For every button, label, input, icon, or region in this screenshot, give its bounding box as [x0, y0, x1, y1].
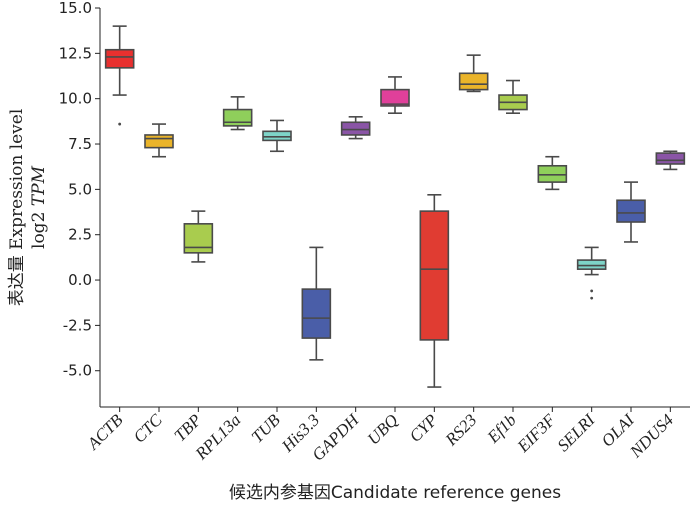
y-axis-title: 表达量 Expression level — [7, 109, 27, 307]
x-tick-label: ACTB — [83, 410, 127, 454]
box — [458, 72, 489, 91]
box — [380, 88, 410, 107]
box-group-RPL13a — [222, 96, 253, 131]
box — [144, 134, 174, 149]
box-group-GAPDH — [340, 116, 371, 140]
box-group-CYP — [419, 194, 450, 388]
box-group-NDUS4 — [655, 150, 686, 171]
y-tick-label: 10.0 — [59, 90, 92, 108]
outlier-point — [118, 122, 122, 126]
x-tick-label: NDUS4 — [626, 410, 678, 462]
y-tick-label: -2.5 — [63, 316, 92, 334]
outlier-point — [590, 289, 594, 293]
y-tick-label: 5.0 — [68, 180, 92, 198]
box-group-SELRI — [576, 246, 607, 300]
y-tick-label: 2.5 — [68, 226, 92, 244]
x-tick-label: TBP — [170, 410, 205, 445]
outlier-point — [590, 296, 594, 300]
box — [104, 48, 135, 69]
box — [222, 108, 253, 127]
box — [340, 121, 371, 136]
box-group-TUB — [262, 119, 292, 153]
box — [537, 164, 568, 183]
x-tick-label: EIF3F — [513, 410, 560, 457]
y-tick-label: 7.5 — [68, 135, 92, 153]
y-axis-title-prefix: log2 — [29, 206, 49, 249]
y-tick-label: 0.0 — [68, 271, 92, 289]
box — [183, 223, 214, 254]
box — [301, 288, 332, 339]
y-axis-title-unit: log2 TPM — [29, 165, 49, 249]
box — [262, 130, 292, 142]
box-group-OLAI — [616, 181, 646, 243]
box-group-Ef1b — [498, 79, 528, 114]
box-group-CTC — [144, 123, 174, 158]
box-group-ACTB — [104, 25, 135, 126]
box-group-His3.3 — [301, 246, 332, 361]
x-axis-title: 候选内参基因Candidate reference genes — [229, 483, 561, 503]
axes — [99, 8, 690, 408]
box — [616, 199, 646, 223]
y-ticks: -5.0 -2.5 0.0 2.5 5.0 7.5 10.0 12.5 15.0 — [59, 0, 100, 380]
boxes — [104, 25, 686, 388]
y-axis-title-unit-italic: TPM — [29, 165, 49, 206]
box-group-UBQ — [380, 76, 410, 114]
x-tick-label: CYP — [406, 410, 441, 445]
box — [576, 259, 607, 270]
x-tick-label: RS23 — [441, 410, 481, 450]
y-tick-label: 15.0 — [59, 0, 92, 17]
y-tick-label: 12.5 — [59, 44, 92, 62]
box — [655, 152, 686, 165]
x-tick-label: UBQ — [364, 410, 402, 448]
x-tick-label: SELRI — [554, 409, 600, 455]
box-group-EIF3F — [537, 155, 568, 191]
box — [419, 210, 450, 341]
box-group-TBP — [183, 210, 214, 263]
y-tick-label: -5.0 — [63, 362, 92, 380]
x-tick-label: CTC — [130, 410, 167, 447]
box-group-RS23 — [458, 54, 489, 93]
